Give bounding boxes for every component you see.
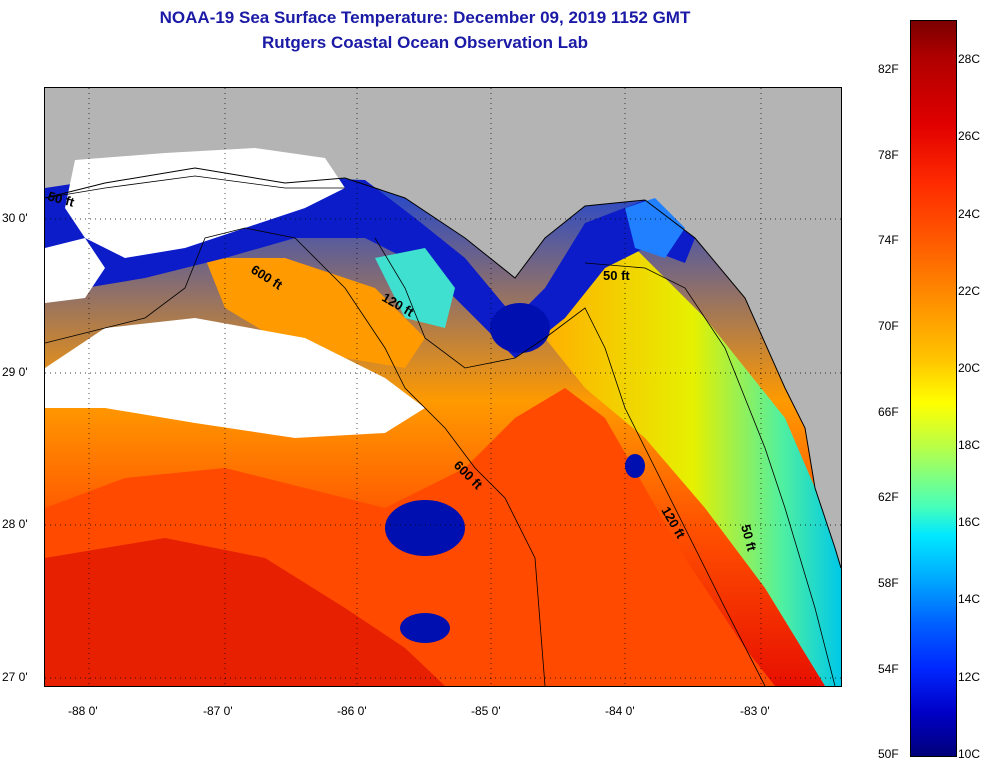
contour-label-50ft-east-north: 50 ft [603,268,630,283]
colorbar-fahrenheit-label: 58F [878,576,899,590]
lon-tick-label: -85 0' [471,704,501,718]
colorbar-celsius-label: 22C [958,284,981,298]
colorbar-celsius-label: 10C [958,747,981,761]
colorbar-celsius-label: 20C [958,361,981,375]
lat-tick-label: 27 0' [2,670,28,684]
colorbar-celsius-label: 14C [958,592,981,606]
sst-map-graphic: 50 ft 600 ft 120 ft 50 ft 600 ft 120 ft … [45,88,841,686]
colorbar-celsius-label: 26C [958,129,981,143]
colorbar-celsius-label: 24C [958,207,981,221]
colorbar-fahrenheit-label: 78F [878,148,899,162]
mid-shelf-water [205,258,425,368]
florida-shelf-water [545,238,841,686]
cool-patch [375,248,455,328]
colorbar-celsius-label: 16C [958,515,981,529]
colorbar-celsius-label: 12C [958,670,981,684]
lon-tick-label: -84 0' [605,704,635,718]
isobath-120ft [374,237,766,686]
colorbar-fahrenheit-label: 66F [878,405,899,419]
cool-patch-east [625,198,685,258]
lon-tick-label: -88 0' [68,704,98,718]
cold-eddy-1 [385,500,465,556]
isobath-600ft-west [45,227,546,686]
temperature-colorbar [910,20,957,757]
lon-tick-label: -83 0' [740,704,770,718]
contour-label-50ft-west: 50 ft [46,188,76,210]
contour-label-50ft-east-south: 50 ft [738,523,760,553]
isobath-50ft-west [45,175,345,199]
lat-tick-label: 28 0' [2,517,28,531]
hot-water-region [45,538,445,686]
lon-tick-label: -86 0' [337,704,367,718]
isobath-50ft-east [584,262,836,686]
colorbar-fahrenheit-label: 50F [878,747,899,761]
lat-tick-label: 30 0' [2,211,28,225]
map-subtitle: Rutgers Coastal Ocean Observation Lab [262,33,588,52]
sst-map: 50 ft 600 ft 120 ft 50 ft 600 ft 120 ft … [44,87,842,687]
cloud-mass-west [45,238,105,303]
cold-eddy-2 [400,613,450,643]
colorbar-fahrenheit-label: 54F [878,662,899,676]
coastline [45,167,841,569]
colorbar-celsius-label: 18C [958,438,981,452]
colorbar-fahrenheit-label: 70F [878,319,899,333]
cloud-mass-north [65,148,345,258]
cold-eddy-4 [625,454,645,478]
colorbar-celsius-label: 28C [958,52,981,66]
cold-eddy-3 [490,303,550,353]
cloud-mass-central [45,318,425,438]
lat-tick-label: 29 0' [2,365,28,379]
map-title: NOAA-19 Sea Surface Temperature: Decembe… [159,8,691,27]
colorbar-fahrenheit-label: 62F [878,490,899,504]
lon-tick-label: -87 0' [203,704,233,718]
colorbar-fahrenheit-label: 82F [878,62,899,76]
colorbar-fahrenheit-label: 74F [878,233,899,247]
